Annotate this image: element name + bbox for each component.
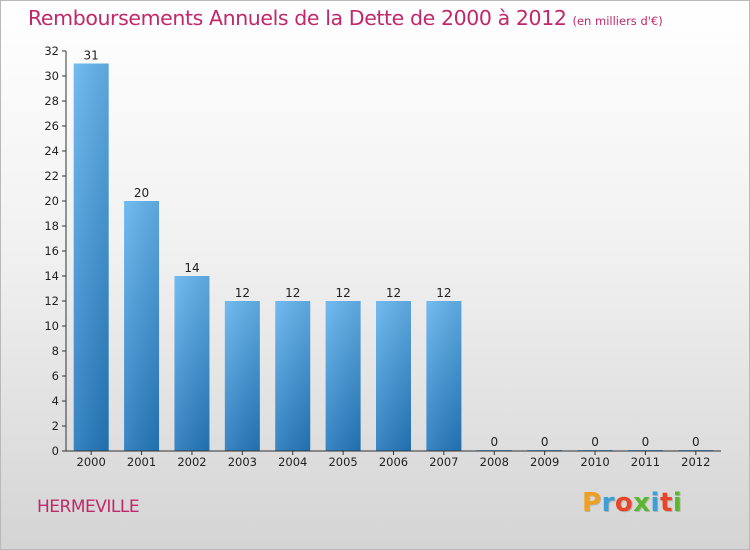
proxiti-logo: Proxiti [582,488,682,518]
chart-subtitle: (en milliers d'€) [572,14,663,28]
chart-title: Remboursements Annuels de la Dette de 20… [28,6,663,30]
x-tick-label-2011: 2011 [631,455,660,469]
x-tick-label-2012: 2012 [681,455,710,469]
bar-shade-2001 [124,201,160,451]
y-tick-label: 8 [52,344,59,358]
logo-letter: P [582,488,602,518]
data-label-2001: 20 [134,186,149,200]
y-tick-label: 24 [44,144,59,158]
bars [73,63,714,451]
y-tick-label: 32 [44,44,59,58]
data-label-2005: 12 [335,286,350,300]
x-tick-label-2009: 2009 [530,455,559,469]
x-tick-label-2001: 2001 [127,455,156,469]
x-tick-label-2005: 2005 [328,455,357,469]
bar-shade-2003 [224,301,260,451]
y-tick-label: 26 [44,119,59,133]
bar-shade-2000 [73,63,109,451]
y-tick-label: 28 [44,94,59,108]
y-tick-label: 4 [52,394,59,408]
x-tick-label-2004: 2004 [278,455,307,469]
data-label-2009: 0 [541,435,549,449]
data-label-2004: 12 [285,286,300,300]
data-label-2010: 0 [591,435,599,449]
data-label-2012: 0 [692,435,700,449]
x-tick-label-2010: 2010 [580,455,609,469]
x-axis: 2000 2001 2002 2003 2004 2005 2006 2007 2008 2009… [66,450,721,469]
logo-letter: x [633,488,651,518]
data-label-2007: 12 [436,286,451,300]
data-labels: 31 20 14 12 12 12 12 12 0 0 0 0 0 [84,49,700,450]
bar-shade-2007 [426,301,462,451]
x-tick-label-2007: 2007 [429,455,458,469]
logo-letter: i [650,488,660,518]
bar-shade-2005 [325,301,361,451]
data-label-2003: 12 [235,286,250,300]
y-tick-label: 0 [52,444,59,458]
data-label-2006: 12 [386,286,401,300]
bar-shade-2002 [174,276,210,451]
x-tick-label-2000: 2000 [77,455,106,469]
y-tick-label: 22 [44,169,59,183]
logo-letter: i [672,488,683,518]
y-tick-label: 18 [44,219,59,233]
x-tick-label-2006: 2006 [379,455,408,469]
y-tick-label: 2 [52,419,59,433]
y-tick-label: 6 [52,369,59,383]
logo-letter: o [614,488,634,518]
x-tick-label-2002: 2002 [177,455,206,469]
x-tick-label-2003: 2003 [228,455,257,469]
y-tick-label: 12 [44,294,59,308]
data-label-2008: 0 [490,435,498,449]
y-tick-label: 30 [44,69,59,83]
y-tick-label: 14 [44,269,59,283]
y-tick-label: 10 [44,319,59,333]
y-tick-label: 16 [44,244,59,258]
commune-name: HERMEVILLE [37,497,140,517]
y-tick-label: 20 [44,194,59,208]
data-label-2002: 14 [184,261,199,275]
data-label-2000: 31 [84,49,99,63]
bar-shade-2004 [275,301,311,451]
bar-shade-2006 [376,301,411,451]
chart-title-text: Remboursements Annuels de la Dette de 20… [28,6,567,30]
x-tick-label-2008: 2008 [480,455,509,469]
data-label-2011: 0 [642,435,650,449]
logo-letter: t [659,488,673,518]
logo-letter: r [601,488,615,518]
